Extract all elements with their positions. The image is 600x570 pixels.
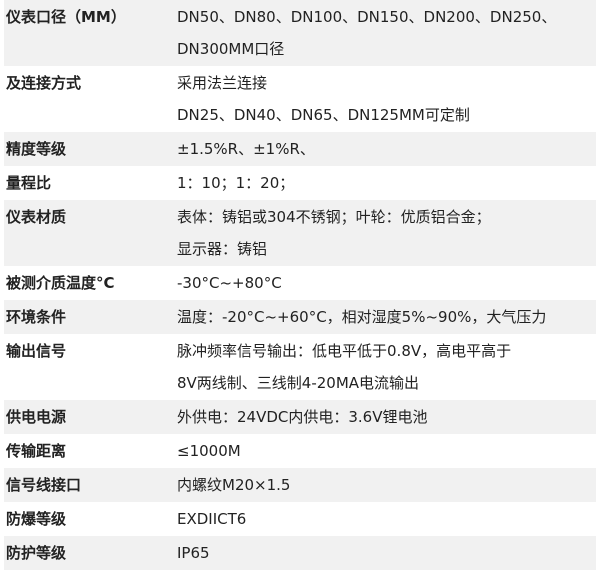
- spec-row-output: 输出信号 脉冲频率信号输出：低电平低于0.8V，高电平高于 8V两线制、三线制4-…: [4, 334, 596, 400]
- spec-value: 采用法兰连接 DN25、DN40、DN65、DN125MM可定制: [177, 74, 470, 124]
- spec-label: 信号线接口: [6, 476, 82, 494]
- spec-row-explosion-proof: 防爆等级 EXDIICT6: [4, 502, 596, 536]
- spec-label: 输出信号: [6, 342, 67, 360]
- spec-value: 温度：-20°C~+60°C，相对湿度5%~90%，大气压力: [177, 308, 547, 326]
- spec-row-interface: 信号线接口 内螺纹M20×1.5: [4, 468, 596, 502]
- spec-value: IP65: [177, 544, 210, 562]
- spec-row-material: 仪表材质 表体：铸铝或304不锈钢；叶轮：优质铝合金； 显示器：铸铝: [4, 200, 596, 266]
- spec-value: 表体：铸铝或304不锈钢；叶轮：优质铝合金； 显示器：铸铝: [177, 208, 491, 258]
- spec-label: 供电电源: [6, 408, 67, 426]
- spec-label: 防爆等级: [6, 510, 67, 528]
- spec-row-protection: 防护等级 IP65: [4, 536, 596, 570]
- spec-label: 仪表材质: [6, 208, 67, 226]
- spec-row-distance: 传输距离 ≤1000M: [4, 434, 596, 468]
- spec-value: DN50、DN80、DN100、DN150、DN200、DN250、 DN300M…: [177, 8, 557, 58]
- spec-value: 外供电：24VDC内供电：3.6V锂电池: [177, 408, 428, 426]
- spec-row-power: 供电电源 外供电：24VDC内供电：3.6V锂电池: [4, 400, 596, 434]
- spec-value: 内螺纹M20×1.5: [177, 476, 291, 494]
- spec-row-accuracy: 精度等级 ±1.5%R、±1%R、: [4, 132, 596, 166]
- spec-value: ±1.5%R、±1%R、: [177, 140, 315, 158]
- spec-value: 脉冲频率信号输出：低电平低于0.8V，高电平高于 8V两线制、三线制4-20MA电…: [177, 342, 512, 392]
- spec-label: 环境条件: [6, 308, 67, 326]
- spec-label: 及连接方式: [6, 74, 82, 92]
- spec-label: 被测介质温度°C: [6, 274, 115, 292]
- spec-label: 精度等级: [6, 140, 67, 158]
- spec-value: EXDIICT6: [177, 510, 247, 528]
- spec-label: 仪表口径（MM）: [6, 8, 126, 26]
- spec-table: 仪表口径（MM） DN50、DN80、DN100、DN150、DN200、DN2…: [4, 0, 596, 570]
- spec-row-range-ratio: 量程比 1：10；1：20；: [4, 166, 596, 200]
- spec-value: -30°C~+80°C: [177, 274, 282, 292]
- spec-label: 传输距离: [6, 442, 67, 460]
- spec-row-connection: 及连接方式 采用法兰连接 DN25、DN40、DN65、DN125MM可定制: [4, 66, 596, 132]
- spec-value: 1：10；1：20；: [177, 174, 295, 192]
- spec-value: ≤1000M: [177, 442, 241, 460]
- spec-label: 防护等级: [6, 544, 67, 562]
- spec-row-medium-temp: 被测介质温度°C -30°C~+80°C: [4, 266, 596, 300]
- spec-label: 量程比: [6, 174, 52, 192]
- spec-row-environment: 环境条件 温度：-20°C~+60°C，相对湿度5%~90%，大气压力: [4, 300, 596, 334]
- spec-row-diameter: 仪表口径（MM） DN50、DN80、DN100、DN150、DN200、DN2…: [4, 0, 596, 66]
